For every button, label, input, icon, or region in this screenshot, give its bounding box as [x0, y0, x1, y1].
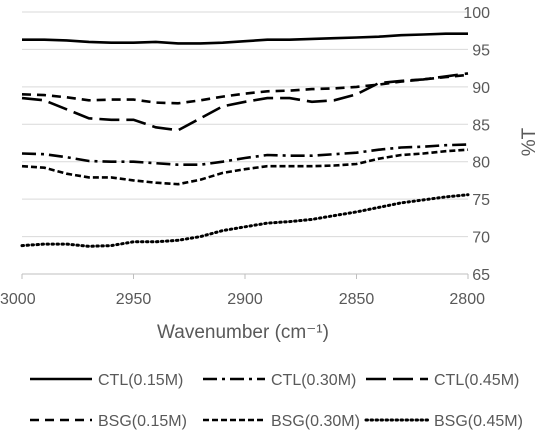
axes — [21, 273, 469, 279]
legend: CTL(0.15M) CTL(0.30M) CTL(0.45M) BSG(0.15M)… — [30, 372, 523, 430]
y-tick-label: 95 — [472, 42, 490, 59]
x-tick-label: 2850 — [339, 291, 375, 308]
y-tick-label: 80 — [472, 155, 490, 172]
series-line-bsg-0-15m — [21, 73, 469, 105]
y-tick-label: 65 — [472, 267, 490, 284]
y-tick-label: 70 — [472, 230, 490, 247]
legend-label-bsg-0-15m: BSG(0.15M) — [98, 413, 187, 430]
x-axis-label: Wavenumber (cm⁻¹) — [157, 322, 329, 343]
series-lines — [20, 32, 470, 248]
tick-labels: 65 70 75 80 85 90 95 100 3000 2950 2900 2850 2800 — [0, 5, 490, 308]
x-tick-label: 3000 — [0, 291, 36, 308]
y-tick-label: 85 — [472, 117, 490, 134]
y-tick-label: 100 — [463, 5, 490, 22]
legend-label-bsg-0-45m: BSG(0.45M) — [434, 413, 523, 430]
series-line-ctl-0-15m — [22, 32, 468, 45]
y-axis-label: %T — [519, 127, 540, 156]
legend-label-ctl-0-30m: CTL(0.30M) — [271, 372, 356, 389]
legend-label-ctl-0-45m: CTL(0.45M) — [434, 372, 519, 389]
y-tick-label: 90 — [472, 80, 490, 97]
legend-label-ctl-0-15m: CTL(0.15M) — [98, 372, 183, 389]
series-line-ctl-0-30m — [21, 143, 469, 166]
series-line-bsg-0-45m — [20, 193, 470, 248]
gridlines — [22, 11, 468, 275]
legend-label-bsg-0-30m: BSG(0.30M) — [271, 413, 360, 430]
x-tick-label: 2800 — [449, 291, 485, 308]
series-line-bsg-0-30m — [21, 148, 469, 186]
x-tick-label: 2900 — [227, 291, 263, 308]
series-line-ctl-0-45m — [21, 72, 469, 132]
y-tick-label: 75 — [472, 192, 490, 209]
x-tick-label: 2950 — [116, 291, 152, 308]
